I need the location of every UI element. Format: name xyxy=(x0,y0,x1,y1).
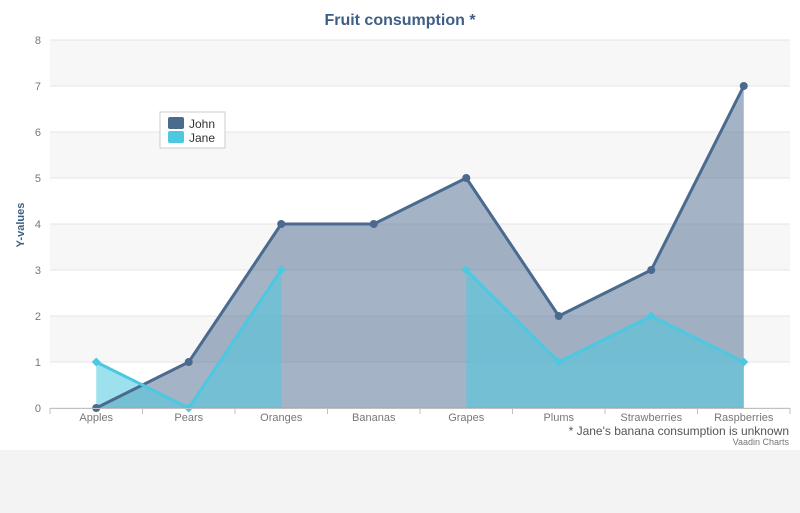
point-jane[interactable] xyxy=(739,357,749,367)
plot-band xyxy=(50,40,790,86)
y-axis-ticks: 0 1 2 3 4 5 6 7 8 xyxy=(35,35,41,415)
point-john[interactable] xyxy=(184,358,193,366)
credits-link[interactable]: Vaadin Charts xyxy=(733,437,790,447)
point-jane[interactable] xyxy=(554,357,564,367)
y-tick-label: 7 xyxy=(35,81,41,93)
x-tick-label: Bananas xyxy=(352,412,396,424)
y-tick-label: 2 xyxy=(35,311,41,323)
y-tick-label: 5 xyxy=(35,173,41,185)
x-tick-label: Apples xyxy=(79,412,113,424)
legend-item-john[interactable]: John xyxy=(168,117,215,131)
x-tick-label: Raspberries xyxy=(714,412,774,424)
point-john[interactable] xyxy=(739,82,748,90)
y-tick-label: 4 xyxy=(35,219,41,231)
legend-swatch-jane xyxy=(168,131,184,143)
point-jane[interactable] xyxy=(91,357,101,367)
y-tick-label: 1 xyxy=(35,357,41,369)
legend-item-jane[interactable]: Jane xyxy=(168,131,215,145)
x-tick-label: Grapes xyxy=(448,412,485,424)
point-john[interactable] xyxy=(647,266,656,274)
legend[interactable]: John Jane xyxy=(159,111,226,149)
y-tick-label: 6 xyxy=(35,127,41,139)
series-markers xyxy=(91,82,749,413)
x-axis-ticks: Apples Pears Oranges Bananas Grapes Plums Stra… xyxy=(49,408,791,424)
point-john[interactable] xyxy=(462,174,471,182)
point-jane[interactable] xyxy=(646,311,656,321)
point-jane[interactable] xyxy=(461,265,471,275)
x-tick-label: Pears xyxy=(174,412,203,424)
chart-container: Fruit consumption * 0 1 2 3 4 5 6 7 8 Apples Pear… xyxy=(0,0,800,450)
x-tick-label: Strawberries xyxy=(620,412,682,424)
y-tick-label: 3 xyxy=(35,265,41,277)
point-john[interactable] xyxy=(369,220,378,228)
y-tick-label: 0 xyxy=(35,403,41,415)
legend-swatch-john xyxy=(168,117,184,129)
point-john[interactable] xyxy=(554,312,563,320)
legend-label-john: John xyxy=(189,117,215,131)
area-chart: Fruit consumption * 0 1 2 3 4 5 6 7 8 Apples Pear… xyxy=(15,12,791,447)
y-axis-label: Y-values xyxy=(15,203,27,248)
line-jane xyxy=(465,268,745,364)
x-tick-label: Oranges xyxy=(260,412,303,424)
legend-label-jane: Jane xyxy=(189,131,215,145)
chart-title: Fruit consumption * xyxy=(324,12,476,29)
area-jane xyxy=(96,270,282,408)
footnote: * Jane's banana consumption is unknown xyxy=(569,424,789,438)
y-tick-label: 8 xyxy=(35,35,41,47)
point-john[interactable] xyxy=(277,220,286,228)
line-john xyxy=(95,85,746,410)
x-tick-label: Plums xyxy=(543,412,574,424)
point-jane[interactable] xyxy=(276,265,286,275)
